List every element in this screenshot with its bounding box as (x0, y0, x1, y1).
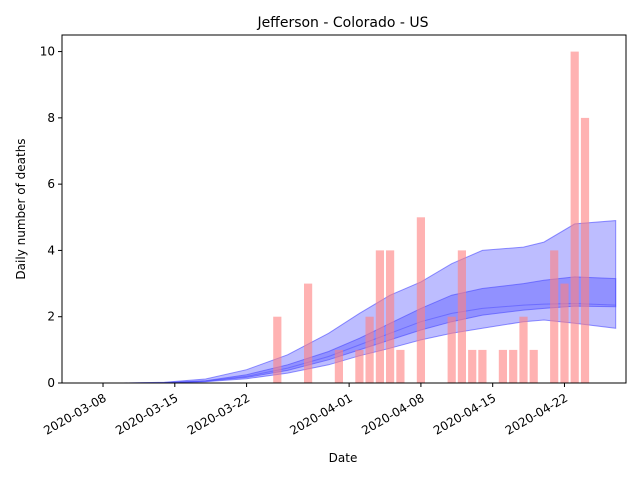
y-tick-label: 6 (47, 177, 55, 191)
bar (580, 117, 590, 384)
y-tick-label: 0 (47, 376, 55, 390)
inner-band (123, 276, 617, 384)
bar (365, 316, 374, 383)
y-tick-label: 4 (47, 243, 55, 257)
y-axis: 0 2 4 6 8 10 (40, 45, 62, 390)
bar (570, 51, 579, 383)
outer-band (123, 220, 617, 384)
x-tick-label: 2020-04-15 (431, 391, 498, 438)
x-tick-label: 2020-03-22 (185, 391, 252, 438)
bar (304, 283, 313, 383)
y-axis-label: Daily number of deaths (14, 138, 28, 279)
bar (334, 349, 343, 383)
x-tick-label: 2020-03-08 (41, 391, 108, 438)
plot-frame (61, 34, 627, 384)
bar (386, 250, 395, 383)
bar (529, 349, 538, 383)
x-tick-label: 2020-04-22 (503, 391, 570, 438)
x-tick-label: 2020-03-15 (113, 391, 180, 438)
bar (509, 349, 518, 383)
bar (560, 283, 569, 383)
bar (519, 316, 528, 383)
y-tick-label: 2 (47, 310, 55, 324)
bar (468, 349, 477, 383)
x-tick-label: 2020-04-01 (287, 391, 354, 438)
chart-title: Jefferson - Colorado - US (256, 15, 428, 31)
bar (273, 316, 282, 383)
y-tick-label: 10 (40, 45, 55, 59)
bar (457, 250, 466, 383)
bar (416, 217, 425, 383)
bars (273, 51, 590, 384)
y-tick-label: 8 (47, 111, 55, 125)
x-axis: 2020-03-08 2020-03-15 2020-03-22 2020-04-01… (41, 383, 570, 438)
bar (550, 250, 559, 383)
bar (375, 250, 384, 383)
x-tick-label: 2020-04-08 (359, 391, 426, 438)
bar (355, 349, 364, 383)
bar (396, 349, 405, 383)
x-axis-label: Date (329, 451, 358, 465)
bar (478, 349, 487, 383)
bar (447, 316, 456, 383)
bar (498, 349, 507, 383)
